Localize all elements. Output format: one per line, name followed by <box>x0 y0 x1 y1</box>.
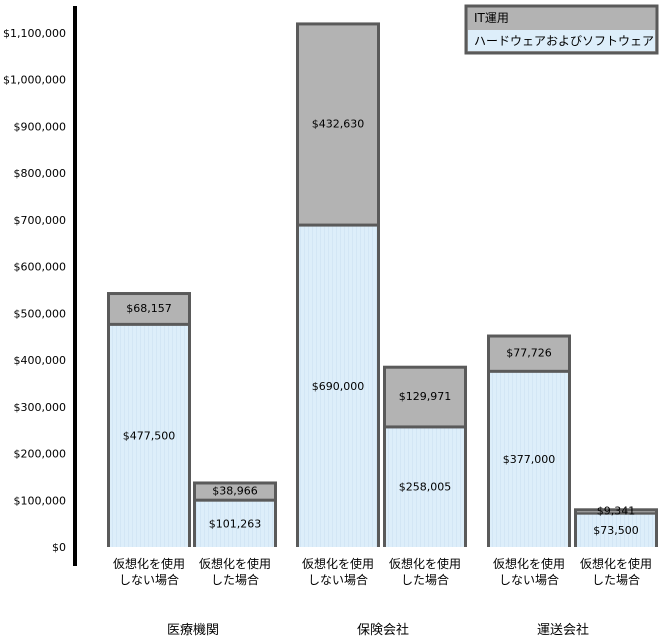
category-label: した場合 <box>211 572 259 587</box>
legend-swatch-hw-sw <box>468 30 655 51</box>
category-label: しない場合 <box>308 572 368 587</box>
bar-value-label-it-ops: $38,966 <box>212 485 258 498</box>
bar-segment-hw-sw <box>577 514 655 547</box>
bar-value-label-it-ops: $77,726 <box>506 347 552 360</box>
y-tick-label: $400,000 <box>14 354 67 367</box>
bar-segment-it-ops <box>110 295 188 323</box>
bar-segment-hw-sw <box>490 372 568 547</box>
y-tick-label: $800,000 <box>14 167 67 180</box>
bar-value-label-hw-sw: $377,000 <box>503 453 556 466</box>
y-tick-label: $900,000 <box>14 120 67 133</box>
legend-label-hw-sw: ハードウェアおよびソフトウェア <box>474 34 654 48</box>
bars: $477,500 $68,157 $101,263 $38,966 $690,000 $4… <box>107 22 658 548</box>
bar-segment-hw-sw <box>299 226 377 547</box>
bar-segment-it-ops <box>490 337 568 370</box>
category-label: 仮想化を使用 <box>113 556 185 571</box>
bar-segment-hw-sw <box>196 501 274 547</box>
category-label: 仮想化を使用 <box>302 556 374 571</box>
category-label: 仮想化を使用 <box>199 556 271 571</box>
bar-segment-it-ops <box>299 25 377 224</box>
bar-segment-it-ops <box>386 368 464 426</box>
legend: IT運用 ハードウェアおよびソフトウェア <box>464 4 659 55</box>
y-tick-label: $600,000 <box>14 261 67 274</box>
y-tick-label: $0 <box>52 541 66 554</box>
bar-value-label-it-ops: $9,341 <box>597 504 636 517</box>
bar-value-label-it-ops: $432,630 <box>312 118 365 131</box>
category-label: 仮想化を使用 <box>493 556 565 571</box>
group-label: 保険会社 <box>357 622 409 638</box>
bar-value-label-hw-sw: $690,000 <box>312 380 365 393</box>
bar-segment-hw-sw <box>386 428 464 547</box>
y-axis: $0 $100,000 $200,000 $300,000 $400,000 $500,0… <box>3 6 77 566</box>
y-tick-label: $700,000 <box>14 214 67 227</box>
category-label: 仮想化を使用 <box>580 556 652 571</box>
bar-value-label-hw-sw: $477,500 <box>123 429 176 442</box>
category-label: した場合 <box>401 572 449 587</box>
category-label: しない場合 <box>119 572 179 587</box>
bar-segment-hw-sw <box>110 325 188 547</box>
legend-swatch-it-ops <box>468 8 655 28</box>
bar-value-label-hw-sw: $73,500 <box>593 524 639 537</box>
group-label: 運送会社 <box>537 622 589 638</box>
bar-segment-it-ops <box>577 511 655 513</box>
bar-value-label-hw-sw: $101,263 <box>209 517 262 530</box>
group-label: 医療機関 <box>167 623 219 638</box>
bar-segment-it-ops <box>196 484 274 499</box>
bar-value-label-it-ops: $68,157 <box>126 302 172 315</box>
y-tick-label: $300,000 <box>14 401 67 414</box>
y-tick-label: $500,000 <box>14 307 67 320</box>
bar-value-label-it-ops: $129,971 <box>399 390 452 403</box>
y-tick-label: $1,100,000 <box>3 27 66 40</box>
category-label: した場合 <box>592 572 640 587</box>
x-axis-labels: 仮想化を使用しない場合仮想化を使用した場合仮想化を使用しない場合仮想化を使用した… <box>113 556 652 638</box>
category-label: しない場合 <box>499 572 559 587</box>
legend-label-it-ops: IT運用 <box>474 11 509 25</box>
y-tick-label: $200,000 <box>14 448 67 461</box>
y-tick-label: $1,000,000 <box>3 74 66 87</box>
y-tick-label: $100,000 <box>14 494 67 507</box>
category-label: 仮想化を使用 <box>389 556 461 571</box>
bar-value-label-hw-sw: $258,005 <box>399 481 452 494</box>
